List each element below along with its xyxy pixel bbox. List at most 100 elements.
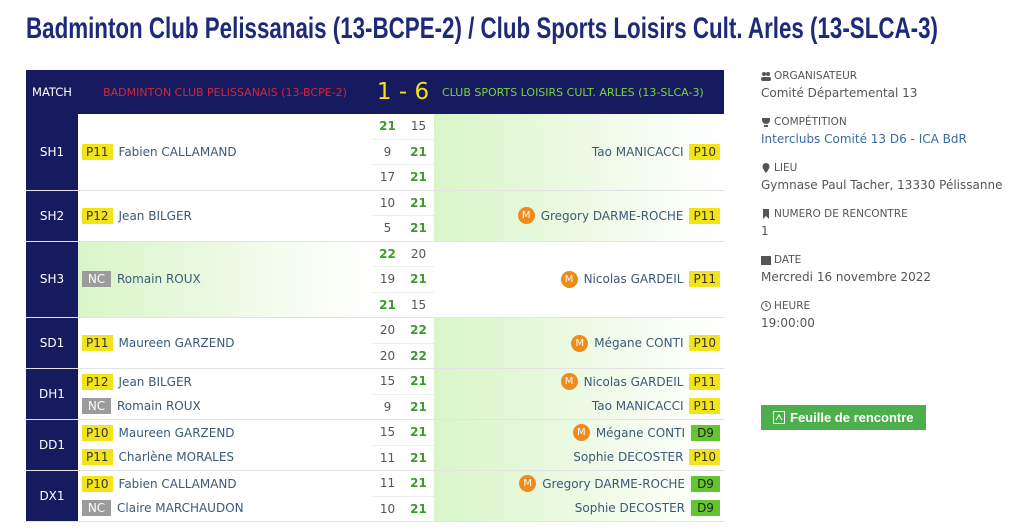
player: Tao MANICACCI P11 (434, 394, 724, 419)
match-code: DH1 (26, 368, 78, 420)
player: P11 Charlène MORALES (78, 445, 372, 470)
info-label-row: DATE (761, 254, 1021, 266)
player-name: Tao MANICACCI (591, 399, 684, 414)
player: NC Romain ROUX (78, 394, 372, 419)
info-value: Gymnase Paul Tacher, 13330 Pélissanne (761, 178, 1003, 192)
match-row: SH1 P11 Fabien CALLAMAND 21 15 9 21 17 21 Tao MAN… (26, 114, 724, 191)
rank: P11 (689, 373, 720, 390)
home-players: P12 Jean BILGER (78, 190, 372, 242)
set-score: 21 (379, 119, 396, 134)
match-row: SD1 P11 Maureen GARZEND 20 22 20 22 M Mégane CON… (26, 317, 724, 369)
set-row: 10 21 (372, 191, 434, 216)
home-players: P11 Maureen GARZEND (78, 317, 372, 369)
set-scores: 15 21 11 21 (372, 419, 434, 471)
info-item: HEURE 19:00:00 (761, 300, 1021, 330)
player-name: Charlène MORALES (118, 450, 235, 465)
rank: NC (82, 398, 111, 415)
match-row: DH1 P12 Jean BILGER NC Romain ROUX 15 21 9 21 M Ni… (26, 368, 724, 420)
set-row: 17 21 (372, 165, 434, 190)
player: P11 Maureen GARZEND (78, 331, 372, 356)
rank: D9 (691, 500, 720, 517)
set-row: 10 21 (372, 497, 434, 522)
score-home: 1 (376, 79, 392, 105)
match-table: MATCH BADMINTON CLUB PELISSANAIS (13-BCP… (26, 70, 724, 522)
set-scores: 10 21 5 21 (372, 190, 434, 242)
home-players: NC Romain ROUX (78, 241, 372, 318)
set-row: 5 21 (372, 216, 434, 241)
player-name: Mégane CONTI (595, 425, 685, 440)
away-players: M Nicolas GARDEIL P11 (434, 241, 724, 318)
player-name: Nicolas GARDEIL (583, 272, 684, 287)
player: M Nicolas GARDEIL P11 (434, 267, 724, 292)
set-score: 21 (410, 476, 427, 491)
set-score: 21 (410, 450, 427, 465)
match-row: DX1 P10 Fabien CALLAMAND NC Claire MARCHAUDO… (26, 470, 724, 522)
set-score: 21 (410, 170, 427, 185)
pdf-icon (773, 411, 785, 424)
set-score: 20 (379, 348, 396, 363)
set-row: 20 22 (372, 344, 434, 369)
player: P12 Jean BILGER (78, 203, 372, 228)
set-score: 19 (379, 272, 396, 287)
info-label: ORGANISATEUR (774, 70, 858, 82)
player-name: Maureen GARZEND (118, 425, 235, 440)
set-row: 9 21 (372, 395, 434, 420)
rank: P10 (82, 424, 113, 441)
rank: NC (82, 500, 111, 517)
match-sheet-button[interactable]: Feuille de rencontre (761, 405, 926, 430)
header-away: CLUB SPORTS LOISIRS CULT. ARLES (13-SLCA… (434, 70, 724, 114)
info-icon (763, 209, 769, 219)
rank: P11 (689, 207, 720, 224)
player: M Gregory DARME-ROCHE D9 (434, 472, 724, 497)
player-name: Nicolas GARDEIL (583, 374, 684, 389)
info-item: ORGANISATEUR Comité Départemental 13 (761, 70, 1021, 100)
match-code: SD1 (26, 317, 78, 369)
info-value: Comité Départemental 13 (761, 86, 918, 100)
table-body: MATCH BADMINTON CLUB PELISSANAIS (13-BCP… (26, 70, 724, 522)
set-score: 21 (410, 425, 427, 440)
info-label: COMPÉTITION (774, 116, 847, 128)
set-row: 15 21 (372, 420, 434, 446)
player-name: Fabien CALLAMAND (118, 144, 237, 159)
player-name: Jean BILGER (118, 374, 192, 389)
mobility-badge: M (571, 334, 589, 352)
rank: D9 (691, 475, 720, 492)
match-row: DD1 P10 Maureen GARZEND P11 Charlène MORALES… (26, 419, 724, 471)
page-title: Badminton Club Pelissanais (13-BCPE-2) /… (26, 12, 938, 45)
button-label[interactable]: Feuille de rencontre (790, 410, 914, 425)
rank: P11 (82, 143, 113, 160)
rank: P12 (82, 373, 113, 390)
info-label-row: HEURE (761, 300, 1021, 312)
info-label-row: NUMERO DE RENCONTRE (761, 208, 1021, 220)
player-name: Jean BILGER (118, 208, 192, 223)
away-players: M Gregory DARME-ROCHE P11 (434, 190, 724, 242)
match-row: SH2 P12 Jean BILGER 10 21 5 21 M Gregory DARME-R… (26, 190, 724, 242)
rank: P11 (689, 398, 720, 415)
set-score: 5 (383, 221, 392, 236)
player: NC Romain ROUX (78, 267, 372, 292)
player: NC Claire MARCHAUDON (78, 496, 372, 521)
info-icon (762, 163, 770, 173)
info-link[interactable]: Interclubs Comité 13 D6 - ICA BdR (761, 132, 967, 146)
set-row: 20 22 (372, 318, 434, 344)
mobility-badge: M (560, 373, 578, 391)
header-home: BADMINTON CLUB PELISSANAIS (13-BCPE-2) (78, 70, 372, 114)
set-score: 21 (410, 221, 427, 236)
player: P10 Maureen GARZEND (78, 421, 372, 446)
set-scores: 15 21 9 21 (372, 368, 434, 420)
rank: P10 (689, 449, 720, 466)
set-score: 9 (383, 144, 392, 159)
sidebar: ORGANISATEUR Comité Départemental 13 COMPÉ… (761, 70, 1021, 346)
away-players: M Nicolas GARDEIL P11 Tao MANICACCI P11 (434, 368, 724, 420)
info-label-row: LIEU (761, 162, 1021, 174)
set-scores: 22 20 19 21 21 15 (372, 241, 434, 318)
player: M Mégane CONTI D9 (434, 421, 724, 446)
player: Sophie DECOSTER D9 (434, 496, 724, 521)
player: P12 Jean BILGER (78, 370, 372, 395)
info-label: LIEU (774, 162, 798, 174)
info-label: HEURE (774, 300, 811, 312)
info-icon (761, 72, 771, 81)
set-score: 9 (383, 399, 392, 414)
set-score: 21 (410, 144, 427, 159)
